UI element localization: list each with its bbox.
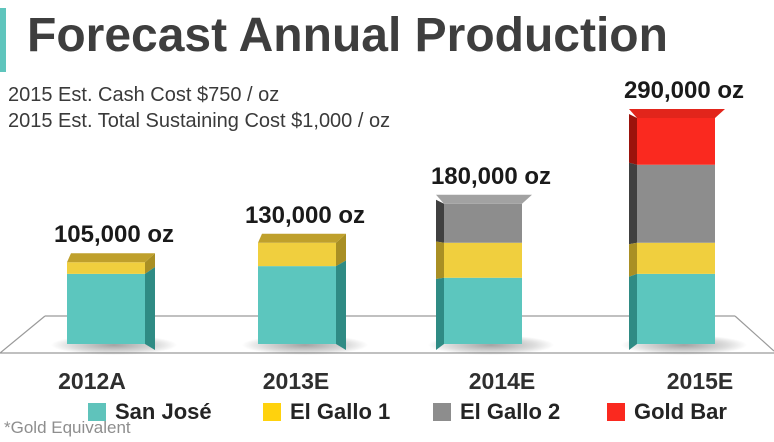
bar-side-segment-Gold Bar	[629, 114, 637, 165]
bar-side-segment-San José	[336, 260, 346, 350]
chart-floor-lines	[0, 315, 774, 354]
bar-segment-2014E-El Gallo 2	[444, 203, 522, 243]
bar-segment-2015E-El Gallo 2	[637, 164, 715, 243]
subtitle: 2015 Est. Cash Cost $750 / oz 2015 Est. …	[8, 82, 390, 134]
bar-value-label-2012: 105,000 oz	[53, 221, 175, 249]
bar-side-segment-El Gallo 1	[436, 241, 444, 279]
bar-top-face-2012A	[67, 253, 155, 263]
bar-top-face-2014E	[436, 194, 532, 204]
bar-segment-2012A-San José	[67, 273, 145, 344]
axis-label-2013E: 2013E	[262, 368, 330, 394]
legend-item-el-gallo-1: El Gallo 1	[263, 399, 391, 424]
subtitle-line-cash-cost: 2015 Est. Cash Cost $750 / oz	[8, 84, 280, 106]
legend-item-san-jose: San José	[88, 399, 212, 424]
axis-label-2014E: 2014E	[468, 368, 536, 394]
axis-label-2012A: 2012A	[58, 368, 126, 394]
legend-item-el-gallo-2: El Gallo 2	[433, 399, 561, 424]
bar-segment-2015E-El Gallo 1	[637, 242, 715, 274]
legend-item-gold-bar: Gold Bar	[607, 399, 727, 424]
bar-side-segment-El Gallo 1	[336, 233, 346, 267]
bar-side-segment-El Gallo 1	[145, 253, 155, 274]
bar-side-segment-San José	[436, 277, 444, 350]
legend-swatch-gold-bar	[607, 403, 625, 421]
bar-segment-2015E-Gold Bar	[637, 118, 715, 165]
bar-top-face-2013E	[258, 233, 346, 243]
bar-side-segment-El Gallo 2	[629, 162, 637, 245]
legend-swatch-san-jose	[88, 403, 106, 421]
bar-side-segment-San José	[145, 267, 155, 350]
bar-segment-2015E-San José	[637, 273, 715, 344]
legend-label-gold-bar: Gold Bar	[634, 399, 727, 424]
bar-value-label-2013: 130,000 oz	[244, 201, 366, 229]
axis-label-2015E: 2015E	[666, 368, 734, 394]
bar-value-label-2014: 180,000 oz	[430, 162, 552, 190]
bar-side-segment-El Gallo 2	[436, 199, 444, 243]
bar-segment-2012A-El Gallo 1	[67, 262, 145, 274]
title-accent-bar	[0, 8, 6, 72]
legend-label-el-gallo-1: El Gallo 1	[290, 399, 391, 424]
bar-segment-2014E-San José	[444, 277, 522, 344]
bar-side-segment-El Gallo 1	[629, 242, 637, 277]
page-title: Forecast Annual Production	[27, 9, 668, 62]
legend-swatch-el-gallo-1	[263, 403, 281, 421]
bar-segment-2013E-San José	[258, 266, 336, 344]
bar-segment-2014E-El Gallo 1	[444, 242, 522, 278]
legend-label-san-jose: San José	[115, 399, 212, 424]
bar-segment-2013E-El Gallo 1	[258, 242, 336, 267]
bar-value-label-2015: 290,000 oz	[623, 77, 745, 104]
bar-side-segment-San José	[629, 273, 637, 350]
legend-swatch-el-gallo-2	[433, 403, 451, 421]
footnote-gold-equivalent: *Gold Equivalent	[4, 418, 131, 437]
legend-label-el-gallo-2: El Gallo 2	[460, 399, 561, 424]
subtitle-line-sustaining-cost: 2015 Est. Total Sustaining Cost $1,000 /…	[8, 110, 391, 132]
bar-top-face-2015E	[629, 109, 725, 118]
